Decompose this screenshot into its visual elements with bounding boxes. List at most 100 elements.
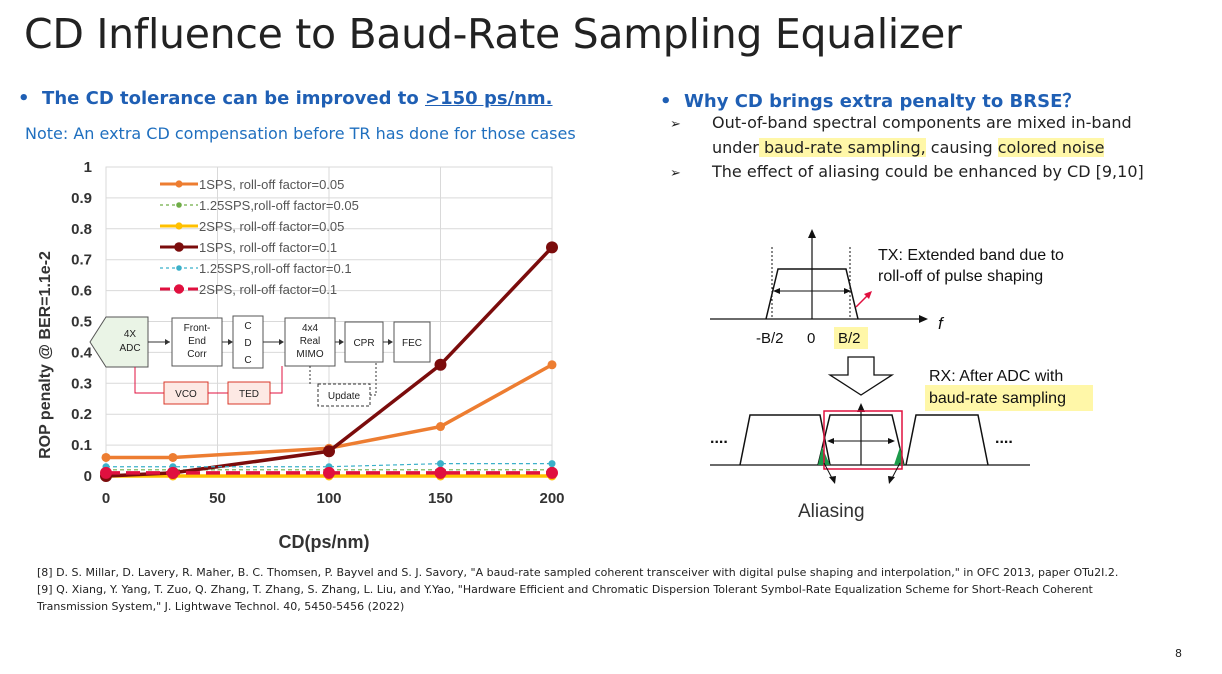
arrowhead-icon xyxy=(857,403,865,412)
rx-label-highlight xyxy=(925,385,1093,411)
fec-label: FEC xyxy=(402,338,422,349)
rx-label-line1: RX: After ADC with xyxy=(929,368,1063,385)
legend-entry: 2SPS, roll-off factor=0.1 xyxy=(160,282,337,297)
frontend-line1: Front- xyxy=(184,323,211,334)
legend-label: 1.25SPS,roll-off factor=0.1 xyxy=(199,261,352,276)
data-point xyxy=(434,358,447,371)
update-label: Update xyxy=(328,391,361,402)
left-bullet-text: The CD tolerance can be improved to xyxy=(42,88,426,109)
y-tick-label: 0.1 xyxy=(71,437,92,454)
frontend-block xyxy=(171,317,223,367)
legend-marker xyxy=(175,222,183,230)
chart-y-axis-label: ROP penalty @ BER=1.1e-2 xyxy=(37,251,54,459)
data-point xyxy=(437,460,444,468)
tx-label-line1: TX: Extended band due to xyxy=(878,247,1064,264)
zero-label: 0 xyxy=(807,330,815,347)
arrowhead-icon xyxy=(864,291,872,299)
legend-marker xyxy=(174,284,184,294)
legend-marker xyxy=(176,202,182,208)
pos-b2-label: B/2 xyxy=(838,330,861,347)
sub1-highlight-sampling: baud-rate sampling, xyxy=(758,138,926,157)
arrowhead-icon xyxy=(844,288,851,294)
arrowhead-icon xyxy=(888,438,895,444)
arrowhead-icon xyxy=(888,476,895,484)
rx-left-replica xyxy=(739,414,831,466)
legend-entry: 2SPS, roll-off factor=0.05 xyxy=(160,219,344,234)
slide-title: CD Influence to Baud-Rate Sampling Equal… xyxy=(24,10,962,58)
y-tick-label: 0.9 xyxy=(71,190,92,207)
sub-bullet-2-arrow: ➢ xyxy=(670,162,681,181)
y-tick-label: 0.2 xyxy=(71,406,92,423)
sampling-window xyxy=(823,410,903,470)
legend-label: 2SPS, roll-off factor=0.1 xyxy=(199,282,337,297)
y-tick-label: 0 xyxy=(84,468,92,485)
dots-right: .... xyxy=(995,430,1013,447)
x-tick-label: 50 xyxy=(209,490,226,507)
mimo-line1: 4x4 xyxy=(302,323,319,334)
reference-8: [8] D. S. Millar, D. Lavery, R. Maher, B… xyxy=(37,566,1119,579)
sub-bullet-1-arrow: ➢ xyxy=(670,113,681,132)
y-tick-label: 0.7 xyxy=(71,252,92,269)
mimo-line2: Real xyxy=(300,336,321,347)
chart-legend: 1SPS, roll-off factor=0.05 1.25SPS,roll-o… xyxy=(160,177,359,297)
update-line-cpr xyxy=(370,362,377,396)
frontend-line2: End xyxy=(188,336,206,347)
arrowhead-icon xyxy=(165,339,170,345)
data-point xyxy=(323,445,335,458)
neg-b2-label: -B/2 xyxy=(756,330,784,347)
cpr-label: CPR xyxy=(353,338,374,349)
data-point xyxy=(546,466,558,479)
data-point xyxy=(168,452,178,462)
x-tick-label: 200 xyxy=(539,490,564,507)
legend-label: 2SPS, roll-off factor=0.05 xyxy=(199,219,344,234)
feedback-line-mimo xyxy=(270,366,283,394)
ted-label: TED xyxy=(239,389,259,400)
legend-entry: 1SPS, roll-off factor=0.1 xyxy=(160,240,337,255)
fec-block xyxy=(393,321,431,363)
x-tick-label: 100 xyxy=(316,490,341,507)
left-bullet: • The CD tolerance can be improved to >1… xyxy=(18,88,553,109)
arrowhead-icon xyxy=(773,288,780,294)
feedback-line-adc xyxy=(134,367,164,394)
left-bullet-highlight: >150 ps/nm. xyxy=(425,88,553,109)
chart-x-axis-label: CD(ps/nm) xyxy=(279,532,370,552)
arrowhead-icon xyxy=(829,476,836,484)
arrowhead-icon xyxy=(339,339,344,345)
data-point xyxy=(323,466,335,479)
right-bullet: • Why CD brings extra penalty to BRSE？ xyxy=(660,87,1080,113)
cdc-line2: D xyxy=(244,338,251,349)
adc-line2: ADC xyxy=(119,343,140,354)
frequency-axis-label: f xyxy=(938,314,945,333)
legend-entry: 1SPS, roll-off factor=0.05 xyxy=(160,177,344,192)
arrowhead-icon xyxy=(919,315,928,323)
data-point xyxy=(546,241,558,254)
legend-label: 1SPS, roll-off factor=0.05 xyxy=(199,177,344,192)
legend-entry: 1.25SPS,roll-off factor=0.05 xyxy=(160,198,359,213)
y-tick-label: 0.8 xyxy=(71,221,92,238)
sub1-highlight-noise: colored noise xyxy=(997,138,1105,157)
rop-penalty-chart: 0 0.1 0.2 0.3 0.4 0.5 0.6 0.7 0.8 0.9 1 0 50 100 150 20… xyxy=(37,159,565,552)
y-tick-label: 0.4 xyxy=(71,344,93,361)
sub-bullet-1-line1: Out-of-band spectral components are mixe… xyxy=(712,113,1132,132)
data-point xyxy=(166,466,179,479)
legend-label: 1.25SPS,roll-off factor=0.05 xyxy=(199,198,359,213)
data-point xyxy=(434,466,447,479)
series-6 xyxy=(100,466,558,479)
x-tick-label: 150 xyxy=(428,490,453,507)
arrowhead-icon xyxy=(808,229,816,238)
mimo-block xyxy=(284,317,336,367)
legend-entry: 1.25SPS,roll-off factor=0.1 xyxy=(160,261,352,276)
dots-left: .... xyxy=(710,430,728,447)
legend-label: 1SPS, roll-off factor=0.1 xyxy=(199,240,337,255)
aliasing-label: Aliasing xyxy=(798,501,865,522)
cdc-line3: C xyxy=(244,355,251,366)
x-tick-label: 0 xyxy=(102,490,110,507)
legend-marker xyxy=(176,265,182,271)
data-point xyxy=(547,360,557,370)
rx-right-replica xyxy=(905,414,989,466)
rx-label-line2: baud-rate sampling xyxy=(929,390,1066,407)
cpr-block xyxy=(344,321,384,363)
legend-marker xyxy=(174,242,184,252)
sub-bullet-1-line2: under baud-rate sampling, causing colore… xyxy=(712,138,1105,157)
legend-marker xyxy=(175,180,183,188)
